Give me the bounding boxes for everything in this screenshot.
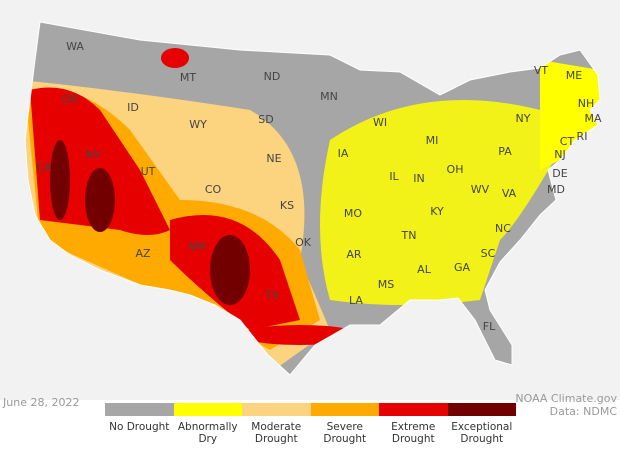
state-label: CA	[36, 161, 52, 174]
state-label: ND	[264, 70, 281, 83]
legend-item: Moderate Drought	[242, 403, 311, 445]
state-label: MD	[547, 183, 565, 196]
legend-item: Exceptional Drought	[447, 403, 516, 445]
legend-label: Moderate Drought	[251, 421, 302, 445]
state-label: VT	[534, 64, 549, 77]
drought-areas	[25, 48, 600, 375]
legend-label: No Drought	[109, 421, 170, 433]
state-label: NH	[578, 97, 595, 110]
state-label: DE	[552, 167, 567, 180]
state-label: NJ	[554, 148, 565, 161]
state-label: NV	[85, 148, 101, 161]
state-label: NY	[516, 112, 531, 125]
legend-label: Exceptional Drought	[451, 421, 513, 445]
state-label: IA	[338, 147, 349, 160]
state-label: WA	[66, 40, 84, 53]
state-label: KY	[430, 205, 444, 218]
state-label: KS	[280, 199, 294, 212]
state-label: MO	[344, 207, 362, 220]
state-label: MT	[180, 71, 196, 84]
state-label: ME	[566, 69, 582, 82]
state-label: SD	[258, 113, 273, 126]
state-label: PA	[498, 145, 512, 158]
legend-swatch	[447, 403, 516, 416]
state-labels: WA OR CA NV ID MT WY UT AZ CO NM ND SD NE KS OK TX MN IA MO…	[36, 40, 602, 333]
legend-item: Abnormally Dry	[173, 403, 242, 445]
legend-swatch	[105, 403, 174, 416]
state-label: NE	[266, 152, 281, 165]
legend-label: Severe Drought	[323, 421, 367, 445]
legend-swatch	[379, 403, 448, 416]
state-label: TX	[264, 289, 280, 302]
legend-label: Abnormally Dry	[177, 421, 238, 445]
state-label: IN	[413, 172, 424, 185]
state-label: LA	[349, 294, 363, 307]
state-label: IL	[389, 170, 399, 183]
state-label: UT	[141, 165, 156, 178]
state-label: CT	[560, 135, 575, 148]
legend-item: Severe Drought	[310, 403, 379, 445]
state-label: OK	[295, 236, 312, 249]
state-label: MA	[584, 112, 601, 125]
state-label: MN	[320, 90, 338, 103]
legend-item: No Drought	[105, 403, 174, 445]
state-label: MI	[426, 134, 439, 147]
credit: NOAA Climate.gov	[515, 392, 617, 405]
state-label: TN	[401, 229, 417, 242]
state-label: WV	[471, 183, 490, 196]
state-label: CO	[205, 183, 222, 196]
state-label: VA	[502, 187, 517, 200]
state-label: RI	[577, 130, 588, 143]
state-label: AZ	[135, 247, 151, 260]
state-label: AR	[346, 248, 362, 261]
date: June 28, 2022	[3, 396, 80, 409]
legend-item: Extreme Drought	[379, 403, 448, 445]
state-label: GA	[454, 261, 471, 274]
state-label: WI	[373, 116, 387, 129]
legend-swatch	[310, 403, 379, 416]
state-label: WY	[189, 118, 207, 131]
state-label: SC	[481, 247, 496, 260]
state-label: NM	[188, 240, 206, 253]
state-label: OR	[62, 93, 79, 106]
legend-swatch	[173, 403, 242, 416]
state-label: NC	[495, 222, 511, 235]
state-label: OH	[447, 163, 464, 176]
legend-label: Extreme Drought	[391, 421, 436, 445]
legend: No Drought Abnormally Dry Moderate Drought…	[105, 403, 516, 445]
map: WA OR CA NV ID MT WY UT AZ CO NM ND SD NE KS OK TX MN IA MO…	[0, 0, 620, 400]
state-label: MS	[378, 278, 394, 291]
state-label: FL	[483, 320, 496, 333]
legend-swatch	[242, 403, 311, 416]
source: Data: NDMC	[549, 405, 617, 418]
state-label: AL	[417, 263, 432, 276]
state-label: ID	[127, 101, 139, 114]
